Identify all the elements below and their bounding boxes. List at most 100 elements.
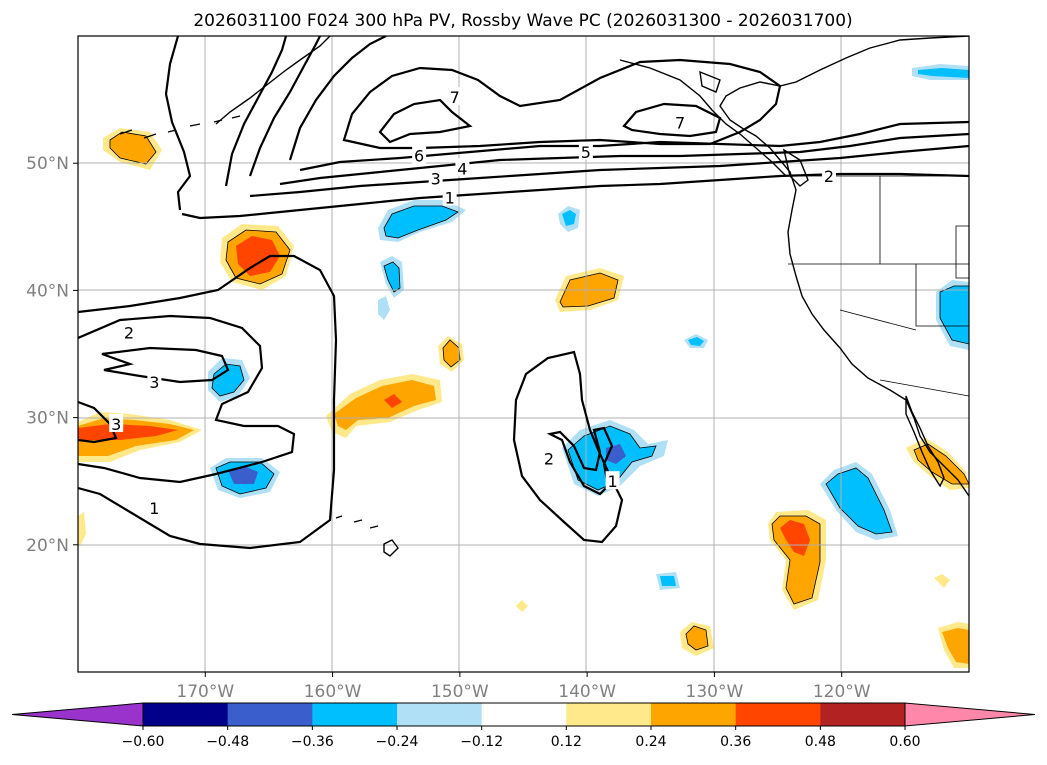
pv-contour-2: [546, 426, 614, 496]
x-tick-label: 140°W: [558, 682, 616, 702]
pv-positive-blob: [934, 574, 950, 588]
pv-negative-blob: [384, 262, 400, 292]
chart-title: 2026031100 F024 300 hPa PV, Rossby Wave …: [193, 11, 852, 31]
contour-label: 2: [544, 449, 554, 468]
pv-negative-blob: [228, 466, 258, 484]
contour-label: 1: [608, 472, 618, 491]
pv-positive-blob: [78, 424, 178, 440]
colorbar-tick-label: −0.12: [460, 734, 503, 750]
colorbar-tick-label: 0.48: [805, 734, 836, 750]
colorbar-extend-low: [11, 702, 144, 727]
colorbar-segment: [481, 703, 567, 726]
coastlines: [119, 36, 969, 557]
contour-label-backdrop: [821, 165, 836, 184]
x-tick-label: 120°W: [813, 682, 871, 702]
pv-negative-blob: [918, 68, 969, 78]
colorbar-frame: [142, 702, 906, 727]
contour-label: 5: [581, 143, 591, 162]
contour-label: 1: [149, 499, 159, 518]
contour-label-backdrop: [442, 187, 457, 206]
contour-label: 3: [431, 169, 441, 188]
contour-label-backdrop: [109, 413, 124, 432]
contour-label-backdrop: [147, 497, 162, 516]
pv-positive-blob: [110, 132, 156, 164]
pv-negative-blob: [562, 210, 576, 226]
pv-negative-blob: [826, 468, 892, 534]
contour-label: 3: [111, 415, 121, 434]
contour-label: 2: [824, 167, 834, 186]
contour-label: 1: [445, 189, 455, 208]
pv-contour-6: [342, 58, 782, 150]
pv-negative-blob: [940, 286, 969, 344]
colorbar-tick-label: 0.36: [720, 734, 751, 750]
pv-positive-blob: [686, 626, 708, 650]
colorbar-tick-label: 0.24: [635, 734, 666, 750]
colorbar-tick-label: 0.60: [889, 734, 920, 750]
pv-contour-7: [378, 98, 473, 144]
pv-contour-3: [101, 346, 230, 384]
pv-shading: [78, 64, 969, 668]
colorbar-segment: [566, 703, 652, 726]
pv-shading-outlines: [109, 131, 969, 651]
pv-negative-blob: [660, 576, 676, 586]
pv-contour-1: [512, 350, 624, 544]
x-tick-label: 160°W: [304, 682, 362, 702]
contour-label-backdrop: [455, 158, 470, 177]
aleutian-islands: [119, 115, 241, 139]
colorbar-tick-label: −0.60: [122, 734, 165, 750]
contour-label-backdrop: [447, 87, 462, 106]
pv-contour-3: [224, 36, 969, 198]
colorbar-segment: [820, 703, 906, 726]
colorbar-segment: [227, 703, 313, 726]
x-axis: 170°W 160°W 150°W 140°W 130°W 120°W: [176, 672, 871, 702]
contour-label-backdrop: [578, 141, 593, 160]
colorbar-segment: [143, 703, 229, 726]
baja-peninsula: [905, 395, 945, 488]
pv-positive-blob: [942, 628, 969, 664]
pv-contour-7: [622, 102, 722, 138]
pv-negative-blob: [384, 206, 458, 238]
y-tick-label: 20°N: [26, 536, 69, 556]
y-tick-label: 30°N: [26, 409, 69, 429]
contour-label-backdrop: [541, 448, 556, 467]
gridlines: [78, 36, 969, 672]
contour-label: 3: [149, 373, 159, 392]
contour-label-backdrop: [605, 471, 620, 490]
pv-contour-1: [78, 254, 338, 550]
colorbar-segment: [397, 703, 483, 726]
contour-label: 6: [414, 147, 424, 166]
pv-positive-blob: [516, 600, 528, 612]
pv-contour-4: [248, 36, 969, 186]
contour-label-backdrop: [412, 145, 427, 164]
pv-positive-blob: [78, 512, 86, 546]
colorbar-tick-label: 0.12: [551, 734, 582, 750]
pv-negative-blob: [688, 337, 704, 346]
pv-positive-blob: [780, 520, 810, 556]
pv-contour-1: [164, 36, 969, 220]
colorbar-tick-label: −0.48: [206, 734, 249, 750]
contour-label: 7: [675, 113, 685, 132]
y-axis: 20°N 30°N 40°N 50°N: [26, 154, 78, 556]
contour-label: 7: [450, 88, 460, 107]
colorbar-tick-label: −0.36: [291, 734, 334, 750]
pv-negative-blob: [378, 296, 390, 320]
alaska-coast: [215, 36, 331, 125]
contour-label-backdrop: [673, 112, 688, 131]
colorbar-extend-high: [904, 702, 1036, 727]
contour-label: 4: [457, 159, 467, 178]
x-tick-label: 150°W: [431, 682, 489, 702]
contour-label-backdrop: [428, 168, 443, 187]
plot-frame: [77, 35, 970, 673]
pv-contour-2: [78, 314, 296, 484]
y-tick-label: 40°N: [26, 281, 69, 301]
x-tick-label: 130°W: [686, 682, 744, 702]
pv-negative-blob: [212, 364, 244, 396]
contour-label-backdrop: [147, 371, 162, 390]
colorbar-segment: [312, 703, 398, 726]
contour-label: 2: [124, 323, 134, 342]
colorbar-segment: [651, 703, 737, 726]
contour-label-backdrop: [121, 322, 136, 341]
pv-contours: [78, 36, 969, 550]
